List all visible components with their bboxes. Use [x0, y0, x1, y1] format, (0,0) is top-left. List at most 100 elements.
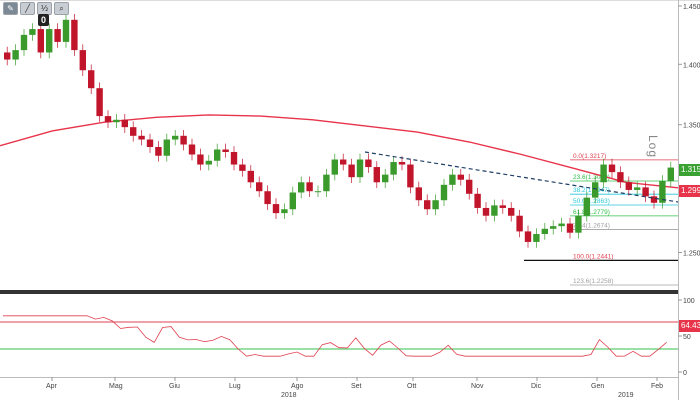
candle-body [54, 29, 61, 42]
candle-body [424, 200, 431, 210]
candle-body [272, 204, 280, 214]
rsi-tick-label: 0 [683, 370, 687, 377]
candle-body [96, 88, 103, 117]
panel-separator [0, 290, 678, 294]
candle-body [323, 174, 330, 192]
candle-body [550, 226, 557, 229]
xaxis-separator [0, 377, 678, 378]
price-tick-label: 1.4000 [683, 62, 700, 69]
axis-separator [678, 0, 679, 400]
moving-average-line [0, 114, 679, 189]
candle-body [79, 50, 86, 71]
candle-body [449, 174, 456, 185]
month-label: Set [351, 383, 362, 390]
rsi-line [3, 315, 667, 357]
candle-body [155, 146, 162, 156]
candle-body [382, 174, 389, 183]
candle-body [29, 29, 36, 35]
candle-body [499, 205, 506, 208]
trend-line[interactable] [364, 151, 679, 203]
candle-body [600, 164, 607, 183]
candle-body [575, 215, 582, 233]
candle-body [205, 160, 212, 165]
fib-level-label: 50.0(1.2863) [573, 198, 610, 205]
candle-body [104, 116, 112, 123]
moving-average-tag: 1.2997 [679, 185, 700, 197]
candle-body [348, 164, 355, 178]
candle-body [634, 187, 641, 190]
candle-body [71, 19, 78, 51]
candle-body [373, 167, 380, 183]
month-label: Mag [109, 383, 123, 390]
candle-body [592, 182, 599, 198]
candle-body [121, 119, 128, 128]
candle-body [608, 164, 616, 173]
candle-body [365, 159, 372, 168]
candle-body [163, 139, 170, 156]
candle-body [12, 50, 19, 60]
candle-body [415, 187, 422, 201]
month-label: Gen [591, 383, 604, 390]
rsi-axis: 100 50 0 [678, 298, 695, 377]
log-scale-label[interactable]: Log [646, 135, 660, 159]
candle-body [566, 223, 574, 233]
candle-body [558, 223, 565, 227]
candle-body [256, 182, 263, 192]
month-label: Dic [531, 383, 542, 390]
fib-level-label: 23.6(1.3050) [573, 174, 610, 181]
candle-body [4, 52, 11, 60]
month-label: Ott [407, 383, 416, 390]
fib-level-label: 38.2(1.2947) [573, 187, 610, 194]
price-axis: 1.4500 1.4000 1.3500 1.2500 [678, 4, 700, 258]
candle-body [130, 127, 137, 136]
candle-body [230, 151, 238, 165]
candle-body [583, 197, 590, 216]
candle-body [659, 181, 666, 203]
rsi-value-tag: 64.4317 [679, 320, 700, 332]
candle-body [331, 159, 338, 175]
candle-body [222, 149, 229, 152]
zoom-icon[interactable]: ⌕ [54, 2, 69, 15]
candle-body [264, 191, 271, 205]
zero-badge[interactable]: 0 [38, 14, 49, 26]
price-tick-label: 1.2500 [683, 251, 700, 258]
candle-body [474, 193, 481, 208]
candle-body [146, 139, 154, 147]
candle-body [88, 70, 95, 89]
year-label: 2019 [618, 392, 634, 399]
drawing-toolbar: ✎ ╱ ½ ⌕ [3, 2, 69, 15]
line-tool-icon[interactable]: ╱ [20, 2, 35, 15]
candle-body [340, 159, 347, 165]
fib-level-label: 61.8(1.2779) [573, 209, 610, 216]
month-label: Giu [169, 383, 180, 390]
candle-body [398, 162, 406, 165]
candle-body [289, 192, 296, 210]
fib-level-label: 123.6(1.2258) [573, 278, 613, 285]
candle-body [533, 234, 540, 242]
pencil-icon[interactable]: ✎ [3, 2, 18, 15]
rsi-tick-label: 50 [683, 334, 691, 341]
candle-body [113, 119, 120, 123]
candle-body [508, 207, 515, 216]
candle-body [390, 162, 397, 175]
candle-body [197, 154, 204, 165]
candle-body [62, 19, 70, 42]
candle-body [46, 29, 53, 53]
candle-body [281, 209, 288, 214]
candle-body [138, 135, 145, 140]
candle-body [516, 215, 523, 232]
month-label: Feb [651, 383, 663, 390]
candle-body [407, 164, 414, 188]
month-label: Ago [291, 383, 304, 390]
candle-body [457, 174, 464, 180]
candle-body [356, 159, 364, 178]
fib-level-label: 100.0(1.2441) [573, 253, 613, 260]
candle-body [214, 149, 221, 161]
candle-body [524, 231, 532, 242]
candle-body [625, 182, 632, 190]
candle-body [667, 167, 674, 182]
fib-level-label: 0.0(1.3217) [573, 153, 606, 160]
candle-body [650, 196, 658, 203]
month-label: Apr [46, 383, 58, 390]
